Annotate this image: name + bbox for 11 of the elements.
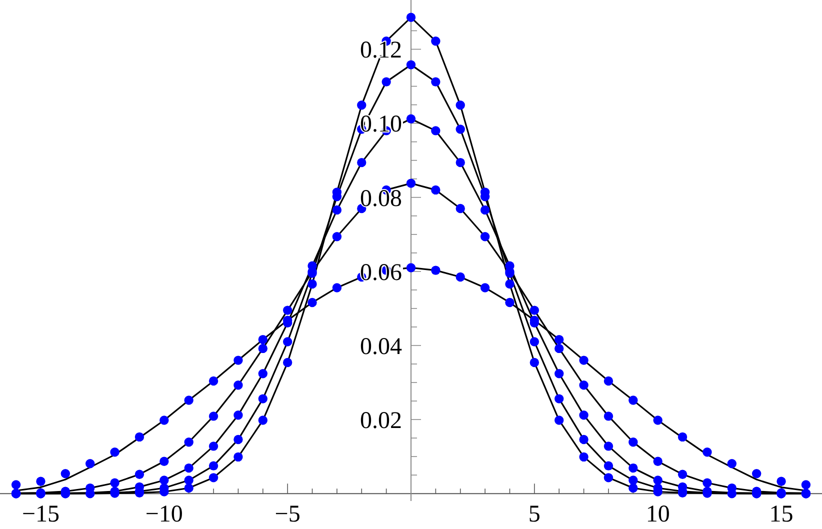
y-tick-label: 0.08	[360, 186, 402, 212]
y-tick-label: 0.02	[360, 408, 402, 434]
y-tick-label: 0.04	[360, 334, 402, 360]
x-tick-label: 10	[646, 502, 670, 528]
x-tick-label: −5	[274, 502, 300, 528]
x-tick-label: −10	[145, 502, 183, 528]
y-tick-label: 0.10	[360, 112, 402, 138]
x-tick-label: −15	[22, 502, 60, 528]
y-tick-label: 0.12	[360, 38, 402, 64]
x-tick-label: 5	[528, 502, 540, 528]
x-tick-label: 15	[769, 502, 794, 528]
